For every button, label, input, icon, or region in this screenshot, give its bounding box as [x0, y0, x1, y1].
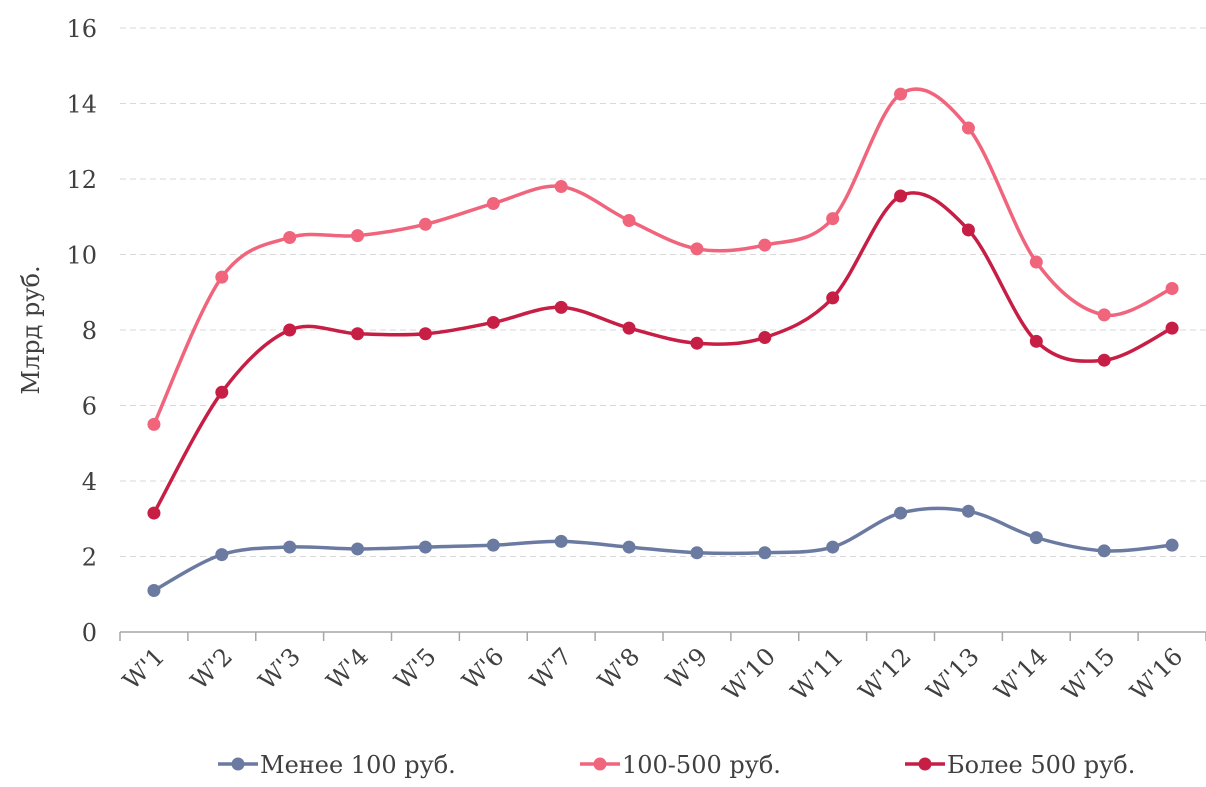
series-lines [147, 87, 1179, 597]
data-point [554, 534, 568, 548]
data-point [690, 336, 704, 350]
data-point [554, 180, 568, 194]
legend-marker [593, 757, 607, 771]
data-point [147, 506, 161, 520]
data-point [1097, 353, 1111, 367]
gridlines [120, 27, 1206, 557]
data-point [215, 270, 229, 284]
x-tick-label: W'14 [989, 642, 1053, 706]
data-point [758, 238, 772, 252]
x-tick-label: W'2 [185, 642, 238, 695]
data-point [554, 300, 568, 314]
y-tick-label: 16 [66, 15, 97, 43]
y-tick-label: 14 [66, 91, 97, 119]
y-tick-label: 2 [82, 544, 97, 572]
data-point [1029, 531, 1043, 545]
y-tick-label: 0 [82, 619, 97, 647]
data-point [1029, 334, 1043, 348]
y-tick-label: 4 [82, 468, 97, 496]
legend-marker [231, 757, 245, 771]
legend-marker [918, 757, 932, 771]
data-point [622, 321, 636, 335]
legend-item-3: Более 500 руб. [905, 751, 1135, 779]
series-group-1 [147, 504, 1179, 597]
series-line-2 [152, 87, 1174, 427]
data-point [1097, 308, 1111, 322]
data-point [826, 212, 840, 226]
data-point [622, 214, 636, 228]
data-point [690, 546, 704, 560]
series-line-1 [152, 506, 1174, 593]
data-point [894, 506, 908, 520]
data-point [826, 540, 840, 554]
y-tick-label: 8 [82, 317, 97, 345]
x-tick-label: W'3 [253, 642, 306, 695]
data-point [215, 548, 229, 562]
data-point [1029, 255, 1043, 269]
x-tick-label: W'1 [117, 642, 170, 695]
data-point [147, 583, 161, 597]
data-point [894, 189, 908, 203]
data-point [826, 291, 840, 305]
data-point [283, 540, 297, 554]
legend-item-1: Менее 100 руб. [218, 751, 456, 779]
data-point [758, 331, 772, 345]
y-tick-label: 6 [82, 393, 97, 421]
x-tick-label: W'9 [660, 642, 713, 695]
data-point [147, 417, 161, 431]
x-tick-label: W'8 [593, 642, 646, 695]
x-tick-label: W'4 [321, 642, 374, 695]
x-tick-label: W'6 [457, 642, 510, 695]
data-point [283, 323, 297, 337]
data-point [1165, 538, 1179, 552]
x-tick-label: W'13 [921, 642, 985, 706]
x-axis [119, 631, 1206, 641]
x-axis-tick-labels: W'1 W'2 W'3 W'4 W'5 W'6 W'7 W'8 W'9 W'10 W'11 W'12 W… [117, 642, 1188, 706]
data-point [622, 540, 636, 554]
y-axis-title: Млрд руб. [17, 265, 45, 394]
x-tick-label: W'11 [785, 642, 849, 706]
data-point [961, 223, 975, 237]
y-tick-label: 12 [66, 166, 97, 194]
series-group-3 [147, 189, 1179, 520]
data-point [418, 327, 432, 341]
data-point [351, 229, 365, 243]
data-point [486, 315, 500, 329]
data-point [351, 327, 365, 341]
data-point [215, 385, 229, 399]
data-point [486, 197, 500, 211]
x-tick-label: W'12 [853, 642, 917, 706]
legend: Менее 100 руб. 100-500 руб. Более 500 руб. [218, 751, 1135, 779]
series-line-3 [152, 191, 1174, 515]
data-point [961, 504, 975, 518]
x-tick-label: W'16 [1125, 642, 1189, 706]
legend-label: Менее 100 руб. [260, 751, 456, 779]
data-point [690, 242, 704, 256]
y-axis-tick-labels: 0 2 4 6 8 10 12 14 16 [66, 15, 97, 647]
data-point [486, 538, 500, 552]
data-point [1097, 544, 1111, 558]
data-point [418, 540, 432, 554]
series-group-2 [147, 87, 1179, 431]
x-tick-label: W'10 [718, 642, 782, 706]
x-tick-label: W'7 [525, 642, 578, 695]
x-tick-label: W'5 [389, 642, 442, 695]
data-point [758, 546, 772, 560]
y-tick-label: 10 [66, 242, 97, 270]
x-tick-label: W'15 [1057, 642, 1121, 706]
data-point [351, 542, 365, 556]
data-point [1165, 321, 1179, 335]
legend-item-2: 100-500 руб. [580, 751, 781, 779]
data-point [1165, 281, 1179, 295]
legend-label: 100-500 руб. [622, 751, 781, 779]
data-point [894, 87, 908, 101]
legend-label: Более 500 руб. [947, 751, 1135, 779]
data-point [283, 231, 297, 245]
data-point [961, 121, 975, 135]
data-point [418, 217, 432, 231]
